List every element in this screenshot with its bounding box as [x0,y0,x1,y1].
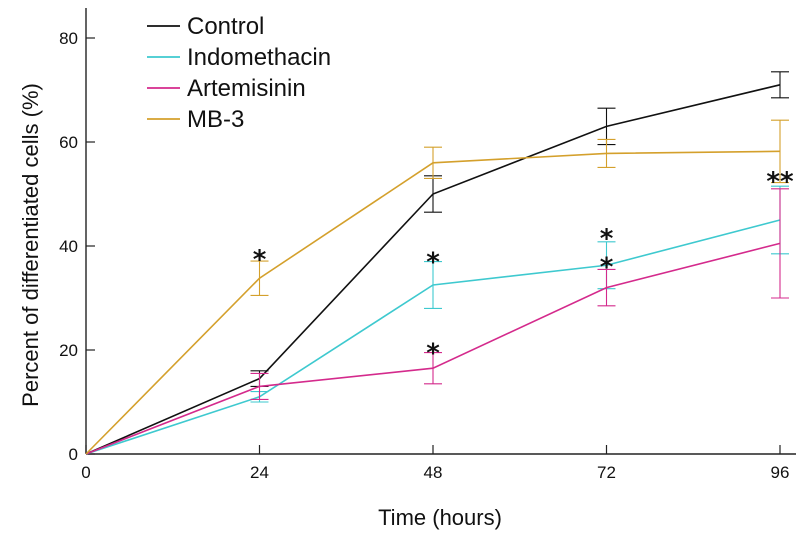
x-tick-label: 96 [771,463,790,482]
series-line-indomethacin [85,219,781,455]
x-tick-label: 48 [424,463,443,482]
series-indomethacin [85,185,789,455]
y-tick-label: 20 [59,341,78,360]
series-artemisinin [85,188,789,455]
x-tick-label: 72 [597,463,616,482]
y-axis-title: Percent of differentiated cells (%) [18,83,43,407]
axes: 0 24 48 72 96 0 20 40 60 80 [59,8,796,482]
series-line-mb-3 [85,150,781,455]
series-group [85,71,789,455]
x-tick-label: 24 [250,463,269,482]
legend-label: MB-3 [187,106,244,133]
significance-marker: * [600,224,614,254]
significance-markers: * ****** [253,167,794,369]
y-tick-label: 0 [69,445,78,464]
legend-label: Control [187,13,264,40]
y-tick-label: 80 [59,29,78,48]
legend-item-control: Control [147,13,264,40]
x-axis-title: Time (hours) [378,505,502,530]
legend: Control Indomethacin Artemisinin MB-3 [147,13,331,133]
significance-marker: * [426,338,440,368]
series-line-control [85,84,781,455]
significance-marker: * [253,245,267,275]
y-tick-label: 40 [59,237,78,256]
legend-label: Artemisinin [187,75,306,102]
y-tick-label: 60 [59,133,78,152]
significance-marker: * [600,253,614,283]
significance-marker: * [426,247,440,277]
legend-label: Indomethacin [187,44,331,71]
legend-item-artemisinin: Artemisinin [147,75,306,102]
x-tick-label: 0 [81,463,90,482]
significance-marker: ** [766,167,794,197]
legend-item-mb-3: MB-3 [147,106,244,133]
series-line-artemisinin [85,242,781,455]
series-mb-3 [85,119,789,455]
legend-item-indomethacin: Indomethacin [147,44,331,71]
